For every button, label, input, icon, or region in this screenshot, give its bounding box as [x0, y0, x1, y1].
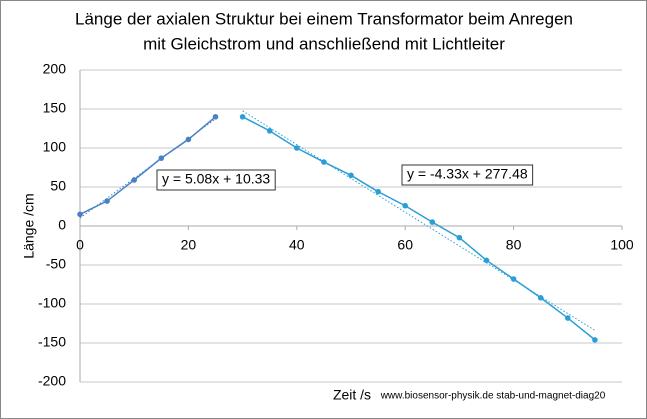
x-tick-label: 20 [181, 237, 197, 253]
data-point [510, 276, 517, 282]
data-point [565, 315, 571, 321]
x-tick-label: 60 [397, 237, 413, 253]
x-tick-label: 40 [289, 237, 305, 253]
data-point [429, 219, 436, 225]
data-point [185, 136, 192, 143]
data-point [456, 234, 463, 241]
data-point [402, 202, 409, 209]
chart-title: mit Gleichstrom und anschließend mit Lic… [143, 34, 505, 53]
data-point [483, 257, 490, 264]
y-tick-label: 200 [43, 61, 67, 77]
x-tick-label: 0 [76, 237, 84, 253]
series-line [242, 116, 596, 341]
data-point [537, 294, 544, 301]
data-point [239, 114, 246, 120]
y-tick-label: 0 [58, 217, 66, 233]
series-line [79, 116, 216, 215]
chart-title: Länge der axialen Struktur bei einem Tra… [75, 9, 573, 28]
y-tick-label: 150 [43, 100, 67, 116]
source-note: www.biosensor-physik.de stab-und-magnet-… [380, 391, 606, 402]
equation-box [401, 164, 534, 186]
x-tick-label: 100 [610, 237, 634, 253]
y-tick-label: -200 [38, 373, 66, 389]
data-point [77, 211, 83, 218]
y-tick-label: 50 [50, 178, 66, 194]
data-point [294, 145, 300, 151]
data-point [158, 155, 165, 161]
equation-box [156, 169, 276, 191]
data-point [592, 337, 598, 343]
x-axis-label: Zeit /s [333, 387, 371, 403]
y-tick-label: -100 [38, 295, 66, 311]
trendline [242, 110, 596, 331]
data-point [104, 198, 110, 204]
y-tick-label: 100 [43, 139, 67, 155]
data-point [131, 177, 137, 183]
data-point [321, 159, 327, 165]
data-point [266, 128, 273, 134]
y-axis-label: Länge /cm [21, 193, 37, 258]
x-tick-label: 80 [506, 237, 522, 253]
trendline-equation: y = -4.33x + 277.48 [407, 166, 528, 182]
data-point [375, 188, 381, 195]
data-point [348, 172, 354, 179]
y-tick-label: -50 [46, 256, 66, 272]
data-point [212, 114, 219, 120]
trendline-equation: y = 5.08x + 10.33 [162, 171, 270, 187]
y-tick-label: -150 [38, 334, 66, 350]
